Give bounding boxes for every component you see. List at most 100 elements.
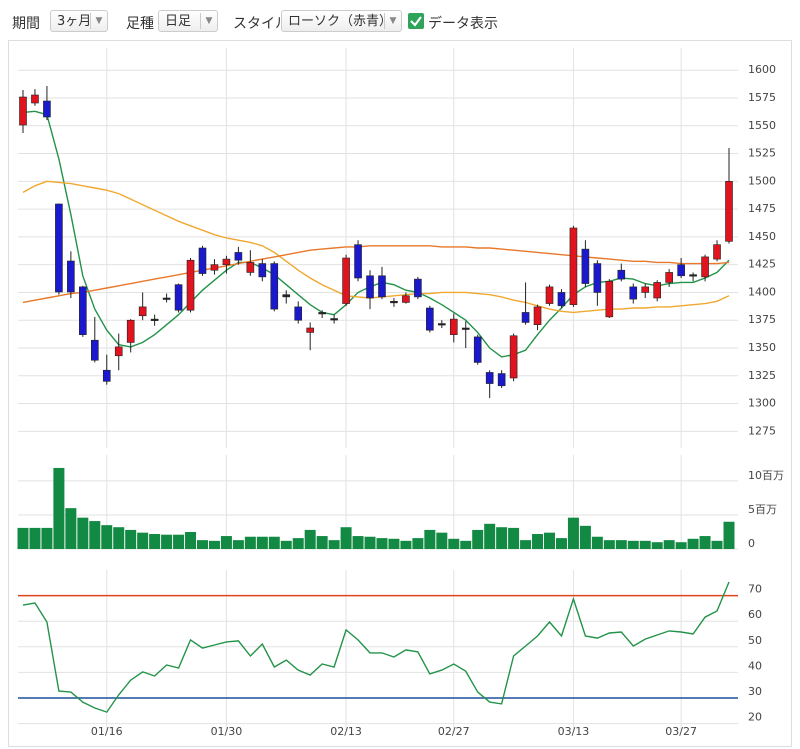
chart-frame	[8, 40, 792, 747]
candle-body	[509, 335, 518, 379]
y-tick-label: 1500	[748, 174, 776, 187]
dropdown-arrow: ▼	[90, 13, 107, 29]
candle-body	[90, 339, 99, 361]
style-label: スタイル	[233, 16, 289, 32]
volume-bar	[639, 540, 651, 549]
candle-body	[246, 262, 255, 273]
volume-bar	[567, 517, 579, 549]
candle-body	[461, 327, 470, 330]
bar-dropdown[interactable]: 日足 ▼	[158, 10, 218, 32]
x-tick-label: 03/27	[665, 725, 697, 738]
x-tick-label: 01/16	[91, 725, 123, 738]
volume-bar	[400, 540, 412, 549]
candle-body	[366, 275, 374, 299]
candle-body	[318, 312, 326, 315]
volume-bar	[544, 532, 556, 549]
period-label: 期間	[12, 16, 40, 32]
candle-body	[557, 292, 566, 307]
style-dropdown[interactable]: ローソク（赤青） ▼	[281, 10, 402, 32]
candle-body	[222, 258, 231, 265]
candle-body	[55, 203, 63, 293]
dropdown-arrow: ▼	[384, 13, 401, 29]
y-tick-label: 60	[748, 608, 762, 621]
bar-value: 日足	[165, 14, 192, 29]
volume-bar	[220, 536, 232, 549]
y-tick-label: 70	[748, 583, 762, 596]
x-tick-label: 01/30	[211, 725, 243, 738]
volume-bar	[196, 540, 208, 549]
volume-bar	[125, 529, 137, 549]
volume-bar	[232, 540, 244, 549]
y-tick-label: 1525	[748, 147, 776, 160]
candle-body	[138, 306, 147, 317]
y-tick-label: 1275	[748, 424, 776, 437]
y-tick-label: 20	[748, 711, 762, 724]
candle-body	[102, 369, 111, 382]
volume-bar	[89, 521, 101, 549]
candle-body	[449, 318, 458, 335]
style-value: ローソク（赤青）	[288, 14, 393, 29]
candle-body	[701, 256, 709, 278]
volume-bar	[412, 538, 424, 549]
candle-body	[234, 252, 243, 261]
y-tick-label: 1450	[748, 230, 776, 243]
candle-body	[390, 301, 398, 304]
candle-body	[198, 247, 207, 274]
volume-bar	[520, 540, 532, 549]
candle-body	[354, 244, 362, 279]
candle-body	[330, 318, 338, 321]
volume-bar	[424, 529, 436, 549]
moving-average	[22, 245, 730, 304]
candle-body	[641, 286, 650, 293]
candle-body	[725, 181, 733, 242]
candle-body	[426, 307, 434, 331]
candle-body	[186, 259, 195, 311]
y-tick-label: 1325	[748, 369, 776, 382]
volume-bar	[316, 536, 328, 549]
volume-bar	[364, 536, 376, 549]
candle-body	[569, 227, 578, 305]
y-tick-label: 0	[748, 537, 755, 550]
candle-body	[677, 264, 685, 277]
candle-body	[174, 284, 183, 311]
data-display-checkbox[interactable]	[408, 13, 424, 29]
volume-bar	[699, 536, 711, 549]
data-display-label[interactable]: データ表示	[428, 16, 498, 32]
y-tick-label: 1600	[748, 63, 776, 76]
volume-bar	[173, 534, 185, 549]
volume-bar	[101, 525, 113, 549]
volume-bar	[436, 532, 448, 549]
volume-bar	[41, 527, 53, 549]
volume-bar	[675, 542, 687, 549]
moving-average	[22, 110, 730, 358]
check-icon	[410, 16, 422, 27]
candle-body	[43, 100, 51, 118]
candle-body	[79, 286, 87, 335]
volume-bar	[292, 538, 304, 549]
volume-bar	[723, 521, 735, 549]
volume-bar	[484, 523, 496, 549]
volume-bar	[376, 538, 388, 549]
candle-body	[114, 346, 123, 357]
candle-body	[497, 373, 506, 387]
y-tick-label: 1375	[748, 313, 776, 326]
volume-bar	[137, 532, 149, 549]
period-dropdown[interactable]: 3ヶ月 ▼	[50, 10, 108, 32]
indicator-line	[22, 581, 730, 713]
candle-body	[31, 94, 39, 104]
volume-bar	[496, 527, 508, 549]
volume-bar	[17, 527, 29, 549]
volume-bar	[185, 531, 197, 549]
volume-bar	[29, 527, 41, 549]
candle-body	[665, 272, 673, 283]
volume-bar	[532, 534, 544, 549]
candle-body	[473, 336, 482, 363]
period-value: 3ヶ月	[57, 14, 92, 29]
candle-body	[19, 96, 27, 126]
candle-body	[485, 372, 494, 384]
volume-bar	[651, 542, 663, 549]
volume-bar	[615, 540, 627, 549]
x-tick-label: 02/13	[330, 725, 362, 738]
